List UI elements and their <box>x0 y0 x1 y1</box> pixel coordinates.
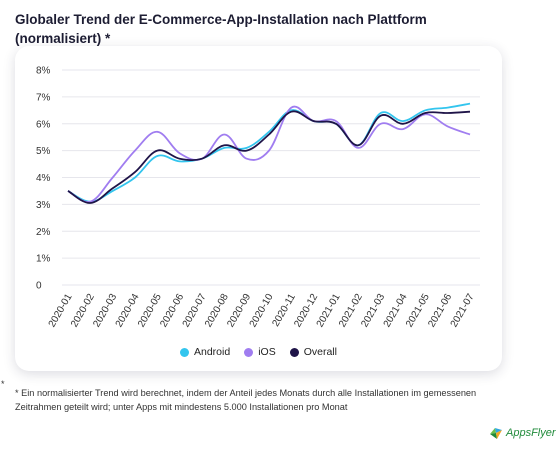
legend-item-ios: iOS <box>244 346 276 358</box>
appsflyer-logo-icon <box>490 428 502 439</box>
chart-title: Globaler Trend der E-Commerce-App-Instal… <box>15 12 427 46</box>
y-tick-label: 1% <box>36 254 51 265</box>
y-tick-label: 4% <box>36 173 51 184</box>
y-tick-label: 6% <box>36 119 51 130</box>
legend: Android iOS Overall <box>15 346 502 358</box>
legend-dot-ios <box>244 347 254 357</box>
legend-item-android: Android <box>180 346 230 358</box>
y-tick-label: 7% <box>36 92 51 103</box>
y-tick-label: 0 <box>36 281 42 292</box>
legend-item-overall: Overall <box>289 346 337 358</box>
y-tick-label: 3% <box>36 200 51 211</box>
legend-label-ios: iOS <box>258 346 276 358</box>
footnote: * Ein normalisierter Trend wird berechne… <box>15 388 477 412</box>
legend-dot-android <box>180 347 189 357</box>
grid-lines <box>62 69 480 286</box>
y-tick-label: 8% <box>36 66 51 77</box>
x-axis-ticks: 2020-012020-022020-032020-042020-052020-… <box>47 292 477 330</box>
logo-text: AppsFlyer <box>506 427 556 439</box>
chart-card <box>15 46 502 371</box>
y-tick-label: 5% <box>36 146 51 157</box>
legend-label-android: Android <box>194 346 231 358</box>
series-line-ios <box>67 105 471 203</box>
y-axis-ticks: 0 1% 2% 3% 4% 5% 6% 7% 8% <box>36 66 51 292</box>
legend-label-overall: Overall <box>303 346 337 358</box>
appsflyer-logo: AppsFlyer <box>488 425 556 441</box>
footnote-marker: * <box>1 379 5 389</box>
series-line-android <box>67 102 471 203</box>
series-line-overall <box>67 110 471 204</box>
series-lines <box>67 102 471 204</box>
legend-dot-overall <box>289 347 299 357</box>
y-tick-label: 2% <box>36 227 51 238</box>
